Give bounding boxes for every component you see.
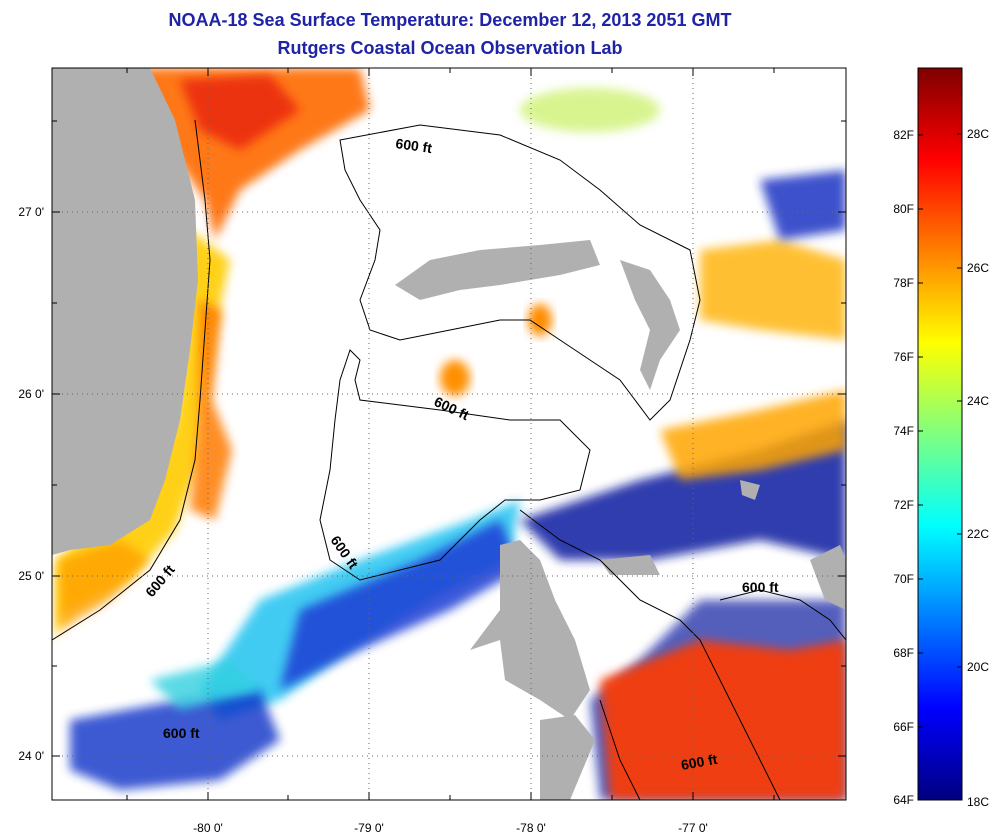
colorbar-f-label: 78F [893,276,914,290]
colorbar-c-label: 24C [967,394,989,408]
map-subtitle: Rutgers Coastal Ocean Observation Lab [277,38,623,58]
lat-tick-label: 25 0' [18,569,44,583]
lat-tick-label: 26 0' [18,387,44,401]
colorbar-f-label: 70F [893,572,914,586]
lat-tick-label: 24 0' [18,749,44,763]
contour-label: 600 ft [680,751,719,773]
colorbar-f-label: 74F [893,424,914,438]
land [52,68,846,800]
lat-tick-label: 27 0' [18,205,44,219]
contour-label: 600 ft [163,725,200,741]
colorbar-c-label: 26C [967,261,989,275]
colorbar-f-label: 80F [893,202,914,216]
colorbar-f-labels: 82F 80F 78F 76F 74F 72F 70F 68F 66F 64F [893,128,914,807]
colorbar-c-label: 18C [967,795,989,809]
colorbar-c-labels: 28C 26C 24C 22C 20C 18C [967,127,989,809]
colorbar-c-label: 28C [967,127,989,141]
colorbar-f-label: 76F [893,350,914,364]
lon-tick-label: -77 0' [678,821,708,835]
lon-tick-label: -78 0' [516,821,546,835]
colorbar-f-label: 82F [893,128,914,142]
colorbar-f-label: 66F [893,720,914,734]
colorbar [917,67,963,801]
contour-label: 600 ft [742,579,779,595]
colorbar-f-label: 72F [893,498,914,512]
axis-ticks [52,68,846,800]
colorbar-c-label: 20C [967,660,989,674]
plot-frame [51,67,847,801]
lon-tick-label: -80 0' [193,821,223,835]
lat-tick-labels: 27 0' 26 0' 25 0' 24 0' [18,205,44,763]
colorbar-f-label: 68F [893,646,914,660]
depth-contours [52,119,846,800]
colorbar-f-label: 64F [893,793,914,807]
map-title: NOAA-18 Sea Surface Temperature: Decembe… [168,10,732,30]
contour-label: 600 ft [395,135,434,156]
lon-tick-label: -79 0' [354,821,384,835]
colorbar-c-label: 22C [967,527,989,541]
colorbar-ticks [918,133,962,728]
graticule [52,68,846,800]
lon-tick-labels: -80 0' -79 0' -78 0' -77 0' [193,821,708,835]
